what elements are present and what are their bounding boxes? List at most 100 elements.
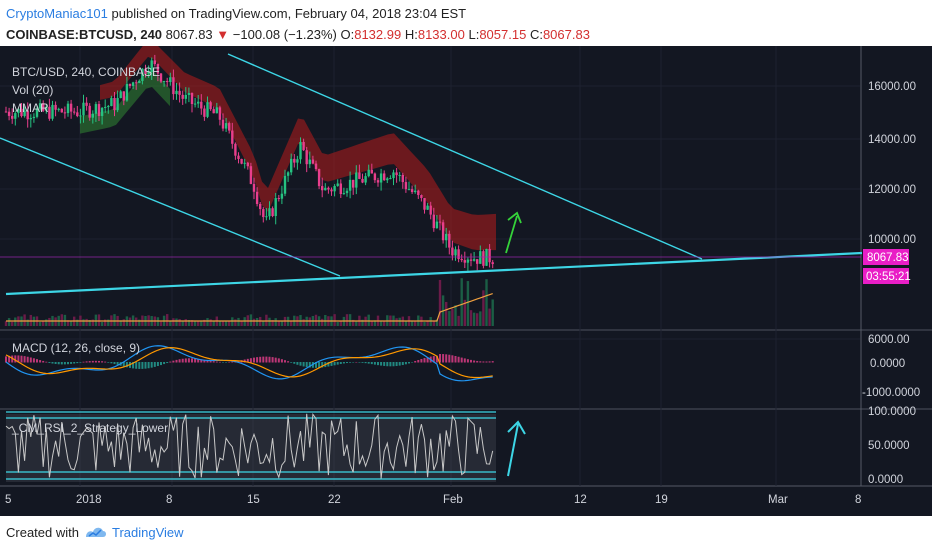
candle-body xyxy=(317,169,321,187)
candle-body xyxy=(463,260,466,263)
macd-pane[interactable] xyxy=(0,331,860,408)
macd-histogram-bar xyxy=(491,361,494,363)
macd-histogram-bar xyxy=(116,362,119,365)
macd-histogram-bar xyxy=(398,362,401,366)
support-trendline[interactable] xyxy=(5,251,863,296)
volume-bar xyxy=(249,314,253,326)
macd-histogram-bar xyxy=(299,362,302,366)
macd-histogram-bar xyxy=(11,355,14,363)
macd-histogram-bar xyxy=(308,362,311,368)
open-value: 8132.99 xyxy=(354,27,402,42)
macd-histogram-bar xyxy=(172,360,175,363)
candle-body xyxy=(249,166,253,184)
volume-bar xyxy=(280,321,284,326)
chart-svg[interactable]: BTC/USD, 240, COINBASE Vol (20) MMAR 160… xyxy=(0,39,932,516)
rsi-line xyxy=(5,413,494,479)
candle-body xyxy=(429,205,432,215)
time-label: 15 xyxy=(247,494,260,506)
resistance-trendline[interactable] xyxy=(227,53,703,260)
volume-bar xyxy=(184,319,187,326)
macd-histogram-bar xyxy=(5,356,7,363)
price-axis[interactable]: 16000.00 14000.00 12000.00 10000.00 6000… xyxy=(868,81,916,346)
volume-bar xyxy=(231,317,234,326)
time-label: 22 xyxy=(328,494,341,506)
macd-histogram-bar xyxy=(411,362,414,363)
time-axis[interactable]: 5 2018 8 15 22 Feb 12 19 Mar 8 xyxy=(5,494,861,506)
macd-histogram-bar xyxy=(373,362,376,365)
volume-bar xyxy=(107,319,110,326)
candle-body xyxy=(333,185,336,192)
candle-body xyxy=(451,247,454,256)
volume-bar xyxy=(361,319,364,326)
volume-bar xyxy=(178,318,181,326)
created-with-text: Created with xyxy=(6,525,79,540)
macd-histogram-bar xyxy=(222,362,224,363)
macd-histogram-bar xyxy=(215,361,218,363)
chart-area[interactable]: BTC/USD, 240, COINBASE Vol (20) MMAR 160… xyxy=(0,39,932,516)
time-label: 12 xyxy=(574,494,587,506)
high-value: 8133.00 xyxy=(417,27,465,42)
candle-body xyxy=(336,183,339,186)
symbol-line: COINBASE:BTCUSD, 240 8067.83 ▼ −100.08 (… xyxy=(6,27,590,42)
volume-bar xyxy=(206,318,209,326)
candle-body xyxy=(97,104,101,116)
candle-body xyxy=(91,113,94,118)
candle-body xyxy=(460,258,463,261)
macd-histogram-bar xyxy=(147,362,150,369)
macd-histogram-bar xyxy=(321,362,324,368)
macd-histogram-bar xyxy=(132,362,135,369)
candle-body xyxy=(441,222,445,241)
candle-body xyxy=(314,163,318,170)
macd-histogram-bar xyxy=(231,361,234,363)
macd-histogram-bar xyxy=(153,362,156,367)
candle-body xyxy=(150,60,153,72)
candle-body xyxy=(57,108,60,110)
macd-histogram-bar xyxy=(466,359,469,363)
candle-body xyxy=(420,195,423,199)
volume-bar xyxy=(314,314,318,326)
candle-body xyxy=(265,216,268,218)
price-tick: 10000.00 xyxy=(868,234,916,246)
macd-histogram-bar xyxy=(442,354,445,363)
candle-body xyxy=(280,193,284,199)
macd-histogram-bar xyxy=(417,359,420,363)
candle-body xyxy=(277,198,280,200)
macd-histogram-bar xyxy=(51,362,54,364)
volume-bar xyxy=(119,320,122,326)
volume-bar xyxy=(336,321,339,326)
macd-histogram-bar xyxy=(26,356,29,363)
candle-body xyxy=(138,80,141,84)
volume-bar xyxy=(302,319,305,326)
macd-histogram-bar xyxy=(479,361,482,363)
candle-body xyxy=(190,93,194,105)
candle-body xyxy=(224,123,228,129)
volume-bar xyxy=(237,317,240,326)
channel-trendline[interactable] xyxy=(0,137,341,277)
volume-bar xyxy=(172,318,175,326)
tradingview-brand-link[interactable]: TradingView xyxy=(112,525,184,540)
candle-body xyxy=(38,103,42,109)
candle-body xyxy=(252,183,256,192)
candle-body xyxy=(63,112,67,114)
macd-histogram-bar xyxy=(293,362,296,364)
tradingview-logo-icon[interactable] xyxy=(84,524,108,540)
volume-bar xyxy=(383,321,386,326)
candle-body xyxy=(330,189,333,192)
candle-body xyxy=(482,251,485,266)
macd-histogram-bar xyxy=(184,358,187,363)
volume-bar xyxy=(448,311,451,326)
candle-body xyxy=(466,259,470,263)
author-link[interactable]: CryptoManiac101 xyxy=(6,6,108,21)
macd-histogram-bar xyxy=(476,360,479,363)
macd-histogram-bar xyxy=(435,355,438,363)
candle-body xyxy=(159,73,163,82)
macd-histogram-bar xyxy=(125,362,128,368)
candle-body xyxy=(259,203,262,210)
candle-body xyxy=(29,118,32,120)
candle-body xyxy=(116,98,119,111)
macd-histogram-bar xyxy=(262,356,265,363)
macd-histogram-bar xyxy=(39,360,42,363)
macd-histogram-bar xyxy=(268,356,271,363)
macd-histogram-bar xyxy=(141,362,144,369)
volume-bar xyxy=(224,320,228,326)
